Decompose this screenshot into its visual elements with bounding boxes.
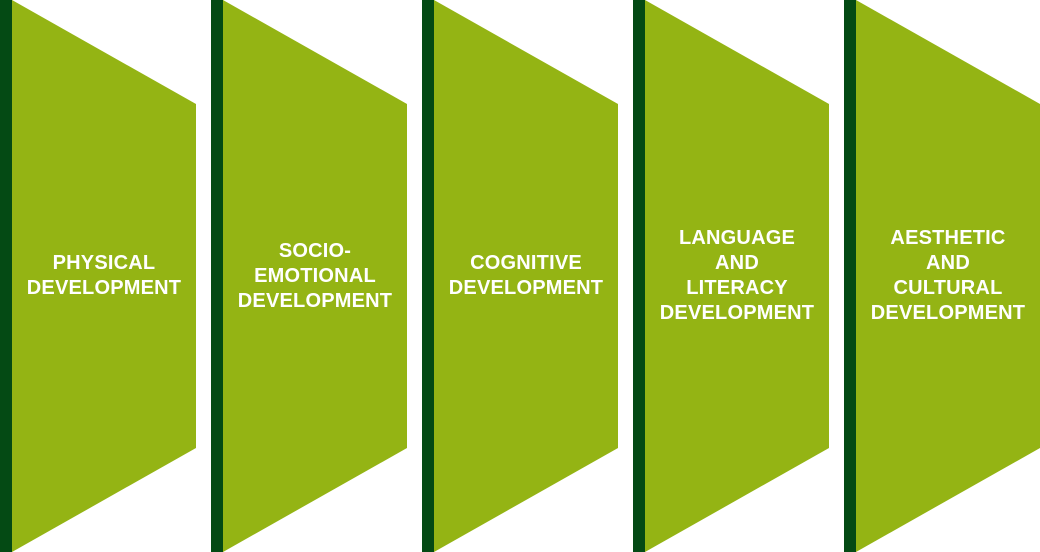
panel-body [645,0,829,552]
panel-aesthetic-cultural: AESTHETIC AND CULTURAL DEVELOPMENT [844,0,1040,552]
panel-label-line: DEVELOPMENT [870,302,1026,324]
panel-language-literacy: LANGUAGE AND LITERACY DEVELOPMENT [633,0,829,552]
panel-label-line: COGNITIVE [470,252,582,274]
panel-socio-emotional: SOCIO- EMOTIONAL DEVELOPMENT [211,0,407,552]
panel-label-line: LANGUAGE [678,227,796,249]
panel-label-line: SOCIO- [278,239,352,262]
panel-label-line: AESTHETIC [890,227,1006,249]
panel-edge [0,0,12,552]
panel-label-line: AND [715,252,759,274]
panel-body [12,0,196,552]
panel-edge [211,0,223,552]
panel-label-line: DEVELOPMENT [237,289,393,312]
panel-body [434,0,618,552]
panel-edge [844,0,856,552]
panel-label-line: CULTURAL [893,277,1003,299]
panel-physical: PHYSICAL DEVELOPMENT [0,0,196,552]
panel-label-line: EMOTIONAL [254,264,376,287]
panel-shape [211,0,407,552]
panel-label: COGNITIVE DEVELOPMENT [434,0,618,552]
panel-label-line: AND [926,252,970,274]
panel-label: AESTHETIC AND CULTURAL DEVELOPMENT [856,0,1040,552]
panel-body [223,0,407,552]
panel-label: PHYSICAL DEVELOPMENT [12,0,196,552]
panel-shape [844,0,1040,552]
panel-label-line: DEVELOPMENT [659,302,815,324]
panel-label-line: PHYSICAL [52,252,156,274]
panel-label: SOCIO- EMOTIONAL DEVELOPMENT [223,0,407,552]
panel-shape [0,0,196,552]
panel-cognitive: COGNITIVE DEVELOPMENT [422,0,618,552]
panel-label-line: LITERACY [686,277,788,299]
panel-shape [422,0,618,552]
panel-body [856,0,1040,552]
panel-label-line: DEVELOPMENT [26,277,182,299]
panel-edge [633,0,645,552]
panel-edge [422,0,434,552]
panel-label-line: DEVELOPMENT [448,277,604,299]
panel-shape [633,0,829,552]
panel-label: LANGUAGE AND LITERACY DEVELOPMENT [645,0,829,552]
